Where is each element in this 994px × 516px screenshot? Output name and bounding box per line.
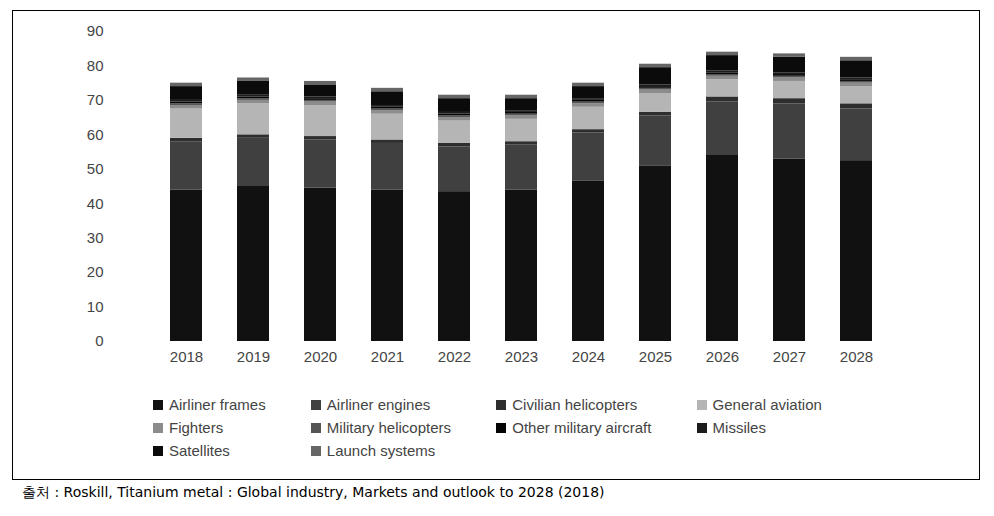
svg-text:2025: 2025 (639, 348, 672, 365)
svg-text:2022: 2022 (438, 348, 471, 365)
svg-text:40: 40 (87, 195, 104, 212)
svg-text:70: 70 (87, 91, 104, 108)
svg-text:2018: 2018 (170, 348, 203, 365)
html-text:Satellites: Satellites (169, 442, 230, 459)
html-text:General aviation: General aviation (712, 396, 822, 413)
svg-text:20: 20 (87, 263, 104, 280)
svg-text:50: 50 (87, 160, 104, 177)
svg-text:2020: 2020 (304, 348, 337, 365)
html-text:Military helicopters: Military helicopters (326, 419, 452, 436)
svg-text:10: 10 (87, 298, 104, 315)
html-text:Fighters: Fighters (169, 419, 224, 436)
svg-text:2021: 2021 (371, 348, 404, 365)
svg-text:0: 0 (95, 332, 103, 349)
svg-text:2027: 2027 (773, 348, 806, 365)
html-text:출처 : Roskill, Titanium metal :: 출처 : Roskill, Titanium metal : Global in… (22, 484, 605, 500)
html-text:Civilian helicopters: Civilian helicopters (512, 396, 638, 413)
svg-text:80: 80 (87, 57, 104, 74)
svg-text:2028: 2028 (840, 348, 873, 365)
html-text:Airliner engines: Airliner engines (326, 396, 431, 413)
html-text:Other military aircraft: Other military aircraft (512, 419, 652, 436)
svg-text:2026: 2026 (706, 348, 739, 365)
svg-text:90: 90 (87, 22, 104, 39)
html-text:Launch systems: Launch systems (326, 442, 436, 459)
svg-text:2019: 2019 (237, 348, 270, 365)
svg-text:60: 60 (87, 126, 104, 143)
svg-text:2023: 2023 (505, 348, 538, 365)
svg-text:30: 30 (87, 229, 104, 246)
html-text:Missiles: Missiles (712, 419, 766, 436)
svg-text:2024: 2024 (572, 348, 605, 365)
html-text:Airliner frames: Airliner frames (169, 396, 266, 413)
